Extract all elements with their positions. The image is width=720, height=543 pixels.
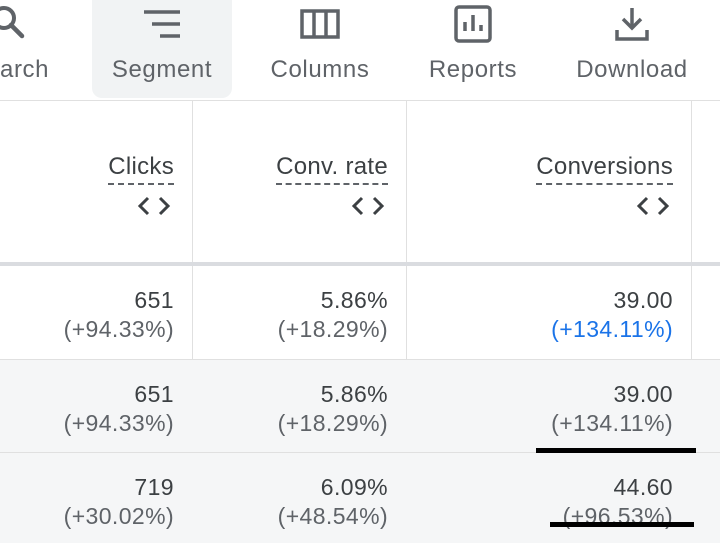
conv-rate-value: 6.09% (320, 474, 388, 500)
conv-rate-value: 5.86% (320, 381, 388, 407)
cell-conversions: 39.00 (+134.11%) (407, 360, 691, 452)
segment-button[interactable]: Segment (92, 0, 232, 98)
clicks-value: 719 (134, 474, 174, 500)
column-divider (192, 100, 193, 540)
clicks-value: 651 (134, 287, 174, 313)
toolbar: arch Segment Columns Reports Download (0, 0, 720, 100)
header-conv-rate[interactable]: Conv. rate (193, 101, 406, 263)
download-icon (562, 2, 702, 46)
cell-conv-rate: 5.86% (+18.29%) (193, 266, 406, 359)
sort-icon[interactable] (350, 195, 386, 222)
conversions-value: 39.00 (613, 287, 673, 313)
header-clicks-label[interactable]: Clicks (108, 153, 174, 185)
segment-icon (92, 2, 232, 46)
clicks-change: (+94.33%) (63, 410, 174, 436)
search-icon (0, 2, 100, 46)
header-conv-rate-label[interactable]: Conv. rate (276, 153, 388, 185)
sort-icon[interactable] (136, 195, 172, 222)
table-row[interactable]: 651 (+94.33%) 5.86% (+18.29%) 39.00 (+13… (0, 266, 720, 360)
download-label: Download (576, 56, 688, 83)
annotation-underline (536, 448, 696, 453)
table-row[interactable]: 651 (+94.33%) 5.86% (+18.29%) 39.00 (+13… (0, 360, 720, 453)
conv-rate-change: (+48.54%) (277, 503, 388, 529)
conversions-value: 39.00 (613, 381, 673, 407)
cell-clicks: 651 (+94.33%) (0, 360, 192, 452)
sort-icon[interactable] (635, 195, 671, 222)
header-conversions-label[interactable]: Conversions (536, 153, 673, 185)
header-clicks[interactable]: Clicks (0, 101, 192, 263)
cell-conversions: 39.00 (+134.11%) (407, 266, 691, 359)
reports-icon (412, 2, 534, 46)
download-button[interactable]: Download (562, 0, 702, 100)
cell-clicks: 651 (+94.33%) (0, 266, 192, 359)
search-button[interactable]: arch (0, 0, 100, 100)
cell-clicks: 719 (+30.02%) (0, 453, 192, 543)
conversions-change: (+134.11%) (551, 410, 673, 436)
conversions-change[interactable]: (+134.11%) (551, 316, 673, 342)
clicks-change: (+30.02%) (63, 503, 174, 529)
reports-button[interactable]: Reports (412, 0, 534, 100)
clicks-change: (+94.33%) (63, 316, 174, 342)
cell-conv-rate: 5.86% (+18.29%) (193, 360, 406, 452)
reports-label: Reports (428, 56, 518, 83)
columns-icon (255, 2, 385, 46)
cell-conversions: 44.60 (+96.53%) (407, 453, 691, 543)
clicks-value: 651 (134, 381, 174, 407)
column-divider (691, 100, 692, 540)
header-conversions[interactable]: Conversions (407, 101, 691, 263)
header-divider (0, 262, 720, 266)
search-label: arch (0, 56, 50, 83)
conversions-value: 44.60 (613, 474, 673, 500)
columns-label: Columns (270, 56, 370, 83)
conv-rate-change: (+18.29%) (277, 316, 388, 342)
table-row[interactable]: 719 (+30.02%) 6.09% (+48.54%) 44.60 (+96… (0, 453, 720, 543)
columns-button[interactable]: Columns (255, 0, 385, 100)
annotation-underline (550, 522, 694, 527)
column-divider (406, 100, 407, 540)
cell-conv-rate: 6.09% (+48.54%) (193, 453, 406, 543)
segment-label: Segment (111, 56, 213, 83)
conv-rate-value: 5.86% (320, 287, 388, 313)
table-header: Clicks Conv. rate Conversions (0, 100, 720, 263)
conv-rate-change: (+18.29%) (277, 410, 388, 436)
